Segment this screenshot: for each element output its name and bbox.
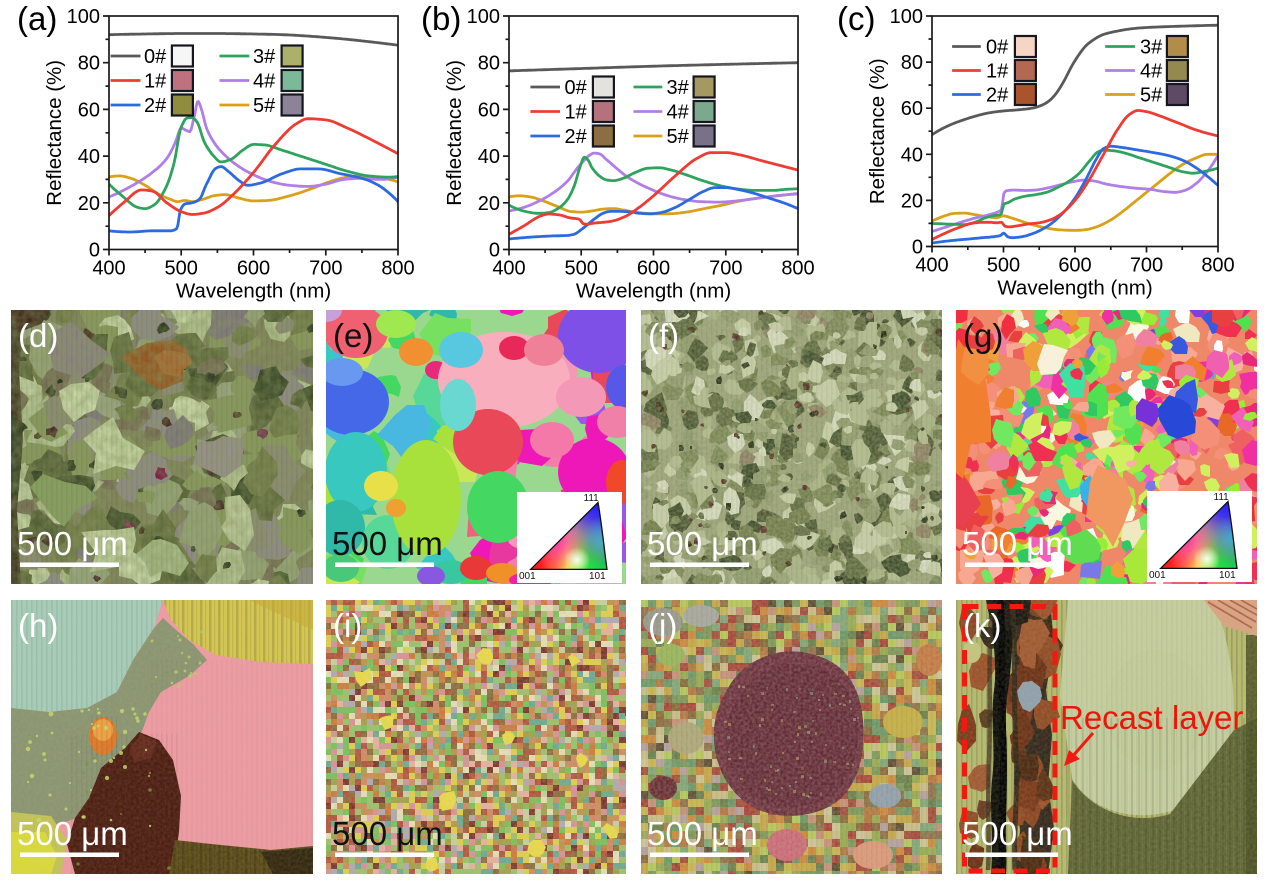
svg-text:500 μm: 500 μm bbox=[17, 525, 128, 562]
svg-text:(b): (b) bbox=[421, 0, 461, 37]
svg-text:60: 60 bbox=[78, 99, 100, 121]
svg-text:100: 100 bbox=[890, 6, 923, 28]
svg-text:Wavelength (nm): Wavelength (nm) bbox=[576, 280, 731, 303]
svg-text:3#: 3# bbox=[253, 46, 276, 68]
svg-text:111: 111 bbox=[1214, 492, 1230, 503]
svg-text:500 μm: 500 μm bbox=[17, 815, 128, 852]
svg-text:Reflectance (%): Reflectance (%) bbox=[866, 58, 889, 204]
svg-text:0: 0 bbox=[89, 240, 100, 262]
svg-text:0#: 0# bbox=[144, 46, 167, 68]
svg-text:100: 100 bbox=[67, 6, 100, 28]
svg-text:500 μm: 500 μm bbox=[647, 525, 758, 562]
svg-text:700: 700 bbox=[709, 258, 742, 280]
svg-text:100: 100 bbox=[467, 6, 500, 28]
svg-text:700: 700 bbox=[1130, 255, 1163, 277]
svg-text:5#: 5# bbox=[1140, 85, 1163, 107]
svg-text:Recast layer: Recast layer bbox=[1060, 699, 1243, 736]
svg-text:600: 600 bbox=[1058, 255, 1091, 277]
svg-text:800: 800 bbox=[781, 258, 814, 280]
svg-text:(h): (h) bbox=[18, 607, 58, 644]
svg-text:20: 20 bbox=[901, 190, 923, 212]
svg-text:4#: 4# bbox=[1140, 61, 1163, 83]
svg-text:20: 20 bbox=[478, 193, 500, 215]
svg-text:(c): (c) bbox=[837, 0, 875, 37]
svg-text:1#: 1# bbox=[144, 71, 167, 93]
svg-text:2#: 2# bbox=[144, 95, 167, 117]
svg-text:80: 80 bbox=[78, 53, 100, 75]
svg-text:1#: 1# bbox=[565, 102, 588, 124]
svg-text:5#: 5# bbox=[253, 95, 276, 117]
svg-text:600: 600 bbox=[237, 258, 270, 280]
svg-text:Reflectance (%): Reflectance (%) bbox=[43, 60, 66, 206]
svg-text:(f): (f) bbox=[648, 317, 679, 354]
svg-text:(g): (g) bbox=[963, 317, 1003, 354]
svg-text:(d): (d) bbox=[18, 317, 58, 354]
svg-text:111: 111 bbox=[584, 493, 600, 504]
svg-text:20: 20 bbox=[78, 193, 100, 215]
svg-text:(a): (a) bbox=[17, 0, 57, 37]
svg-text:0: 0 bbox=[912, 237, 923, 259]
svg-text:400: 400 bbox=[92, 258, 125, 280]
svg-text:60: 60 bbox=[901, 98, 923, 120]
svg-text:(e): (e) bbox=[333, 317, 373, 354]
svg-text:0#: 0# bbox=[986, 37, 1009, 59]
svg-text:700: 700 bbox=[309, 258, 342, 280]
svg-text:600: 600 bbox=[637, 258, 670, 280]
svg-text:(k): (k) bbox=[963, 607, 1001, 644]
svg-text:500: 500 bbox=[987, 255, 1020, 277]
svg-text:1#: 1# bbox=[986, 61, 1009, 83]
svg-text:400: 400 bbox=[915, 255, 948, 277]
svg-text:500 μm: 500 μm bbox=[647, 815, 758, 852]
svg-text:(j): (j) bbox=[648, 607, 677, 644]
svg-text:800: 800 bbox=[381, 258, 414, 280]
svg-text:001: 001 bbox=[1149, 570, 1166, 581]
svg-text:Wavelength (nm): Wavelength (nm) bbox=[176, 280, 331, 303]
svg-text:Wavelength (nm): Wavelength (nm) bbox=[997, 277, 1152, 300]
svg-text:500 μm: 500 μm bbox=[962, 815, 1073, 852]
svg-text:101: 101 bbox=[1219, 570, 1236, 581]
svg-text:500 μm: 500 μm bbox=[332, 815, 443, 852]
svg-text:4#: 4# bbox=[253, 71, 276, 93]
svg-text:500: 500 bbox=[565, 258, 598, 280]
svg-text:0#: 0# bbox=[565, 77, 588, 99]
svg-text:001: 001 bbox=[519, 571, 536, 582]
svg-text:80: 80 bbox=[478, 53, 500, 75]
svg-text:40: 40 bbox=[78, 146, 100, 168]
svg-text:500 μm: 500 μm bbox=[332, 525, 443, 562]
svg-text:40: 40 bbox=[901, 144, 923, 166]
svg-text:4#: 4# bbox=[667, 102, 690, 124]
svg-text:40: 40 bbox=[478, 146, 500, 168]
svg-text:400: 400 bbox=[492, 258, 525, 280]
svg-text:(i): (i) bbox=[333, 607, 362, 644]
svg-text:5#: 5# bbox=[667, 126, 690, 148]
svg-text:2#: 2# bbox=[565, 126, 588, 148]
svg-text:500: 500 bbox=[165, 258, 198, 280]
svg-text:101: 101 bbox=[589, 571, 606, 582]
svg-text:3#: 3# bbox=[667, 77, 690, 99]
svg-text:60: 60 bbox=[478, 99, 500, 121]
svg-text:2#: 2# bbox=[986, 85, 1009, 107]
svg-text:3#: 3# bbox=[1140, 37, 1163, 59]
svg-text:Reflectance (%): Reflectance (%) bbox=[443, 60, 466, 206]
svg-text:80: 80 bbox=[901, 52, 923, 74]
svg-text:800: 800 bbox=[1201, 255, 1234, 277]
svg-text:0: 0 bbox=[489, 240, 500, 262]
svg-text:500 μm: 500 μm bbox=[962, 525, 1073, 562]
